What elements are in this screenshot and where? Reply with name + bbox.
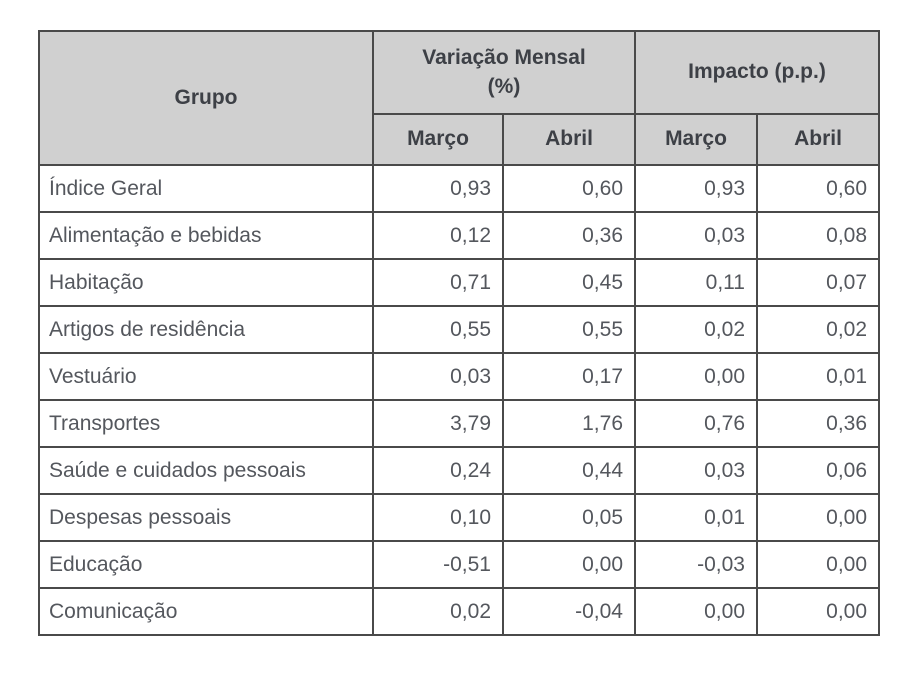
value-cell: 0,00 (755, 493, 881, 542)
column-header-grupo: Grupo (38, 30, 374, 166)
sub-header-marco: Março (372, 113, 504, 166)
value-cell: -0,04 (502, 587, 636, 636)
table-row: Transportes 3,79 1,76 0,76 0,36 (38, 399, 881, 448)
value-cell: 0,60 (502, 164, 636, 213)
sub-header-row: Março Abril Março Abril (39, 113, 881, 166)
value-cell: 0,45 (502, 258, 636, 307)
value-cell: 3,79 (372, 399, 504, 448)
value-cell: 0,10 (372, 493, 504, 542)
table-row: Saúde e cuidados pessoais 0,24 0,44 0,03 0,0… (38, 446, 881, 495)
value-cell: 0,71 (372, 258, 504, 307)
top-header-row: Grupo Variação Mensal (%) Impacto (p.p.) (38, 30, 881, 166)
value-cell: 0,05 (502, 493, 636, 542)
value-cell: 0,36 (502, 211, 636, 260)
value-cell: 1,76 (502, 399, 636, 448)
table-header: Grupo Variação Mensal (%) Impacto (p.p.)… (38, 30, 881, 166)
group-cell: Habitação (38, 258, 374, 307)
value-cell: 0,00 (502, 540, 636, 589)
table-row: Despesas pessoais 0,10 0,05 0,01 0,00 (38, 493, 881, 542)
value-cell: 0,93 (634, 164, 758, 213)
group-cell: Educação (38, 540, 374, 589)
value-cell: 0,00 (755, 540, 881, 589)
group-cell: Comunicação (38, 587, 374, 636)
group-cell: Despesas pessoais (38, 493, 374, 542)
group-cell: Vestuário (38, 352, 374, 401)
value-cell: 0,01 (755, 352, 881, 401)
group-cell: Saúde e cuidados pessoais (38, 446, 374, 495)
value-cell: 0,17 (502, 352, 636, 401)
table-row: Vestuário 0,03 0,17 0,00 0,01 (38, 352, 881, 401)
value-cell: 0,24 (372, 446, 504, 495)
value-cell: 0,55 (502, 305, 636, 354)
value-cell: 0,76 (634, 399, 758, 448)
value-cell: 0,02 (372, 587, 504, 636)
table-row: Índice Geral 0,93 0,60 0,93 0,60 (38, 164, 881, 213)
column-header-variacao-mensal-label: Variação Mensal (%) (422, 46, 586, 98)
value-cell: 0,08 (755, 211, 881, 260)
column-header-impacto: Impacto (p.p.) (633, 30, 881, 115)
value-cell: -0,51 (372, 540, 504, 589)
value-cell: 0,55 (372, 305, 504, 354)
group-cell: Transportes (38, 399, 374, 448)
monthly-variation-impact-table: Grupo Variação Mensal (%) Impacto (p.p.)… (38, 30, 881, 636)
value-cell: 0,60 (755, 164, 881, 213)
value-cell: 0,03 (634, 211, 758, 260)
value-cell: 0,03 (634, 446, 758, 495)
sub-header-abril: Abril (502, 113, 636, 166)
value-cell: 0,06 (755, 446, 881, 495)
value-cell: 0,44 (502, 446, 636, 495)
group-cell: Alimentação e bebidas (38, 211, 374, 260)
table-row: Artigos de residência 0,55 0,55 0,02 0,02 (38, 305, 881, 354)
table-body: Índice Geral 0,93 0,60 0,93 0,60 Alimentação … (38, 164, 881, 636)
value-cell: 0,02 (755, 305, 881, 354)
value-cell: 0,02 (634, 305, 758, 354)
value-cell: -0,03 (634, 540, 758, 589)
column-header-variacao-mensal: Variação Mensal (%) (372, 30, 636, 115)
table-row: Comunicação 0,02 -0,04 0,00 0,00 (38, 587, 881, 636)
value-cell: 0,03 (372, 352, 504, 401)
table-row: Alimentação e bebidas 0,12 0,36 0,03 0,08 (38, 211, 881, 260)
table-row: Educação -0,51 0,00 -0,03 0,00 (38, 540, 881, 589)
value-cell: 0,00 (634, 352, 758, 401)
sub-header-abril: Abril (755, 113, 881, 166)
value-cell: 0,11 (634, 258, 758, 307)
value-cell: 0,00 (755, 587, 881, 636)
value-cell: 0,01 (634, 493, 758, 542)
value-cell: 0,93 (372, 164, 504, 213)
table-row: Habitação 0,71 0,45 0,11 0,07 (38, 258, 881, 307)
value-cell: 0,36 (755, 399, 881, 448)
value-cell: 0,00 (634, 587, 758, 636)
group-cell: Índice Geral (38, 164, 374, 213)
value-cell: 0,07 (755, 258, 881, 307)
sub-header-marco: Março (634, 113, 758, 166)
value-cell: 0,12 (372, 211, 504, 260)
group-cell: Artigos de residência (38, 305, 374, 354)
